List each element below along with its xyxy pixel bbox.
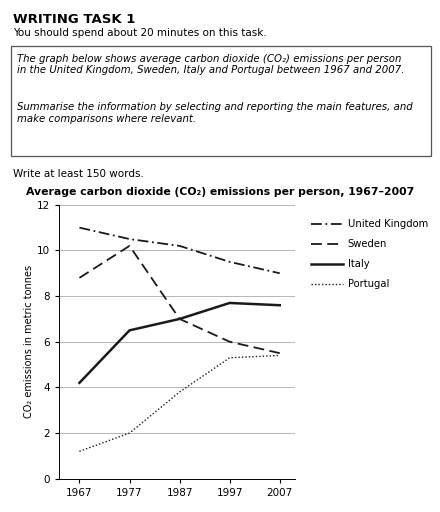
Line: Sweden: Sweden (80, 246, 280, 353)
Portugal (277, 352, 282, 358)
Line: Portugal: Portugal (80, 355, 280, 452)
Text: The graph below shows average carbon dioxide (CO₂) emissions per person
in the U: The graph below shows average carbon dio… (17, 54, 404, 75)
Portugal (77, 449, 82, 455)
Italy (77, 380, 82, 386)
United Kingdom (127, 236, 132, 242)
United Kingdom (277, 270, 282, 276)
Text: WRITING TASK 1: WRITING TASK 1 (13, 13, 136, 26)
Portugal (227, 355, 232, 361)
Portugal (177, 389, 182, 395)
Italy (227, 300, 232, 306)
Italy (177, 316, 182, 322)
Text: Write at least 150 words.: Write at least 150 words. (13, 169, 144, 179)
Text: Average carbon dioxide (CO₂) emissions per person, 1967–2007: Average carbon dioxide (CO₂) emissions p… (26, 187, 414, 197)
Italy (277, 302, 282, 308)
United Kingdom (77, 225, 82, 231)
United Kingdom (227, 259, 232, 265)
Text: You should spend about 20 minutes on this task.: You should spend about 20 minutes on thi… (13, 28, 267, 38)
Italy (127, 327, 132, 333)
Sweden (127, 243, 132, 249)
Sweden (77, 275, 82, 281)
Text: Summarise the information by selecting and reporting the main features, and
make: Summarise the information by selecting a… (17, 102, 412, 124)
Line: United Kingdom: United Kingdom (80, 228, 280, 273)
Portugal (127, 430, 132, 436)
Sweden (177, 316, 182, 322)
Line: Italy: Italy (80, 303, 280, 383)
United Kingdom (177, 243, 182, 249)
Legend: United Kingdom, Sweden, Italy, Portugal: United Kingdom, Sweden, Italy, Portugal (307, 215, 432, 293)
Sweden (227, 339, 232, 345)
Y-axis label: CO₂ emissions in metric tonnes: CO₂ emissions in metric tonnes (24, 265, 34, 418)
Sweden (277, 350, 282, 356)
